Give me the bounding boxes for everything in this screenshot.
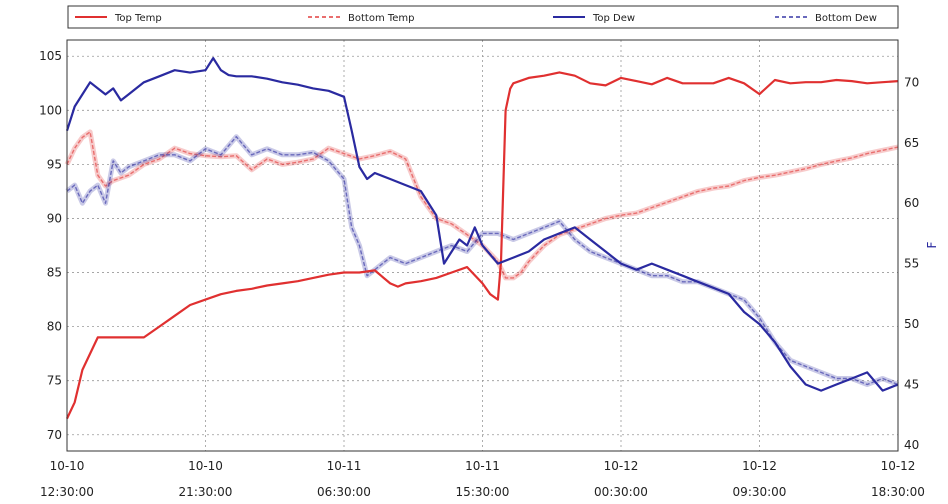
right-axis-ticks: 40 45 50 55 60 65 70	[904, 75, 919, 452]
x-tick-label-time: 18:30:00	[871, 485, 925, 499]
x-tick-label-date: 10-12	[604, 459, 639, 473]
right-tick-label: 65	[904, 136, 919, 150]
left-tick-label: 90	[47, 211, 62, 225]
series-top-temp-line	[66, 71, 899, 420]
left-tick-label: 75	[47, 374, 62, 388]
right-axis-label: F	[925, 241, 939, 248]
series-top-dew-line	[65, 56, 899, 392]
right-tick-label: 60	[904, 196, 919, 210]
x-tick-label-date: 10-10	[188, 459, 223, 473]
x-tick-label-time: 06:30:00	[317, 485, 371, 499]
x-tick-label-date: 10-12	[881, 459, 916, 473]
x-tick-label-time: 09:30:00	[733, 485, 787, 499]
left-tick-label: 85	[47, 266, 62, 280]
legend-label-top-temp: Top Temp	[114, 13, 162, 24]
right-tick-label: 55	[904, 257, 919, 271]
x-tick-label-date: 10-11	[327, 459, 362, 473]
x-tick-label-date: 10-12	[742, 459, 777, 473]
x-tick-label-time: 15:30:00	[456, 485, 510, 499]
series-layer	[64, 56, 899, 420]
left-tick-label: 105	[39, 49, 62, 63]
legend: Top Temp Bottom Temp Top Dew Bottom Dew	[67, 5, 899, 29]
series-bottom-dew-line	[66, 135, 899, 386]
series-bottom-temp-line	[66, 131, 899, 279]
right-tick-label: 40	[904, 438, 919, 452]
legend-label-bottom-dew: Bottom Dew	[815, 13, 877, 24]
left-tick-label: 80	[47, 320, 62, 334]
x-tick-label-date: 10-10	[50, 459, 85, 473]
right-tick-label: 70	[904, 75, 919, 89]
right-tick-label: 50	[904, 317, 919, 331]
legend-label-bottom-temp: Bottom Temp	[348, 13, 415, 24]
legend-label-top-dew: Top Dew	[592, 13, 635, 24]
left-tick-label: 70	[47, 428, 62, 442]
x-tick-label-time: 00:30:00	[594, 485, 648, 499]
left-tick-label: 100	[39, 103, 62, 117]
grid	[67, 40, 898, 451]
x-axis-ticks: 10-10 12:30:00 10-10 21:30:00 10-11 06:30:00 1…	[40, 459, 925, 499]
right-tick-label: 45	[904, 378, 919, 392]
left-axis-ticks: 70 75 80 85 90 95 100 105	[39, 49, 62, 442]
x-tick-label-date: 10-11	[465, 459, 500, 473]
left-tick-label: 95	[47, 157, 62, 171]
x-tick-label-time: 12:30:00	[40, 485, 94, 499]
x-tick-label-time: 21:30:00	[179, 485, 233, 499]
legend-frame	[67, 5, 899, 29]
plot-frame	[66, 39, 899, 452]
